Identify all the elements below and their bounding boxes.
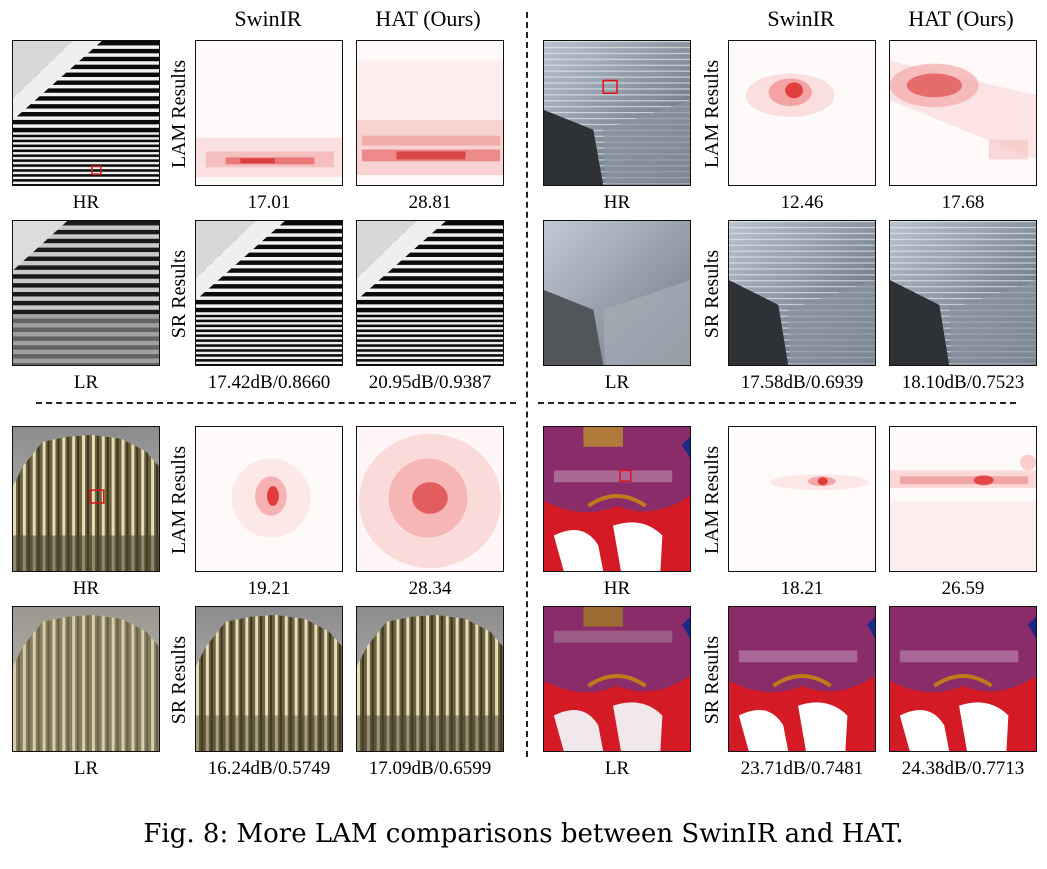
vertical-divider	[526, 12, 528, 757]
sr-metrics-hat-glass-building: 18.10dB/0.7523	[901, 372, 1025, 393]
sr-image-swinir-stripes	[195, 220, 343, 366]
row-label-lam-glass-building: LAM Results	[701, 59, 723, 169]
sr-image-swinir-tower	[195, 606, 343, 752]
lr-image-manga	[543, 606, 691, 752]
sr-metrics-swinir-glass-building: 17.58dB/0.6939	[740, 372, 864, 393]
lr-image-glass-building	[543, 220, 691, 366]
lam-score-swinir-glass-building: 12.46	[780, 192, 824, 213]
lam-score-hat-manga: 26.59	[941, 578, 985, 599]
lam-map-swinir-stripes	[195, 40, 343, 186]
sr-metrics-hat-manga: 24.38dB/0.7713	[901, 758, 1025, 779]
row-label-sr-tower: SR Results	[168, 635, 190, 725]
row-label-sr-glass-building: SR Results	[701, 249, 723, 339]
figure-caption: Fig. 8: More LAM comparisons between Swi…	[143, 819, 904, 849]
row-label-sr-manga: SR Results	[701, 635, 723, 725]
hr-image-manga	[543, 426, 691, 572]
sr-image-hat-glass-building	[889, 220, 1037, 366]
lr-label-tower: LR	[73, 758, 99, 779]
row-label-lam-tower: LAM Results	[168, 445, 190, 555]
sr-image-hat-tower	[356, 606, 504, 752]
header-swinir-right: SwinIR	[767, 6, 835, 31]
row-label-sr-stripes: SR Results	[168, 249, 190, 339]
lam-map-hat-manga	[889, 426, 1037, 572]
header-hat-left: HAT (Ours)	[375, 6, 481, 31]
hr-image-tower	[12, 426, 160, 572]
sr-metrics-swinir-tower: 16.24dB/0.5749	[207, 758, 331, 779]
hr-image-glass-building	[543, 40, 691, 186]
hr-label-stripes: HR	[72, 192, 100, 213]
lr-image-tower	[12, 606, 160, 752]
hr-image-stripes	[12, 40, 160, 186]
sr-image-hat-stripes	[356, 220, 504, 366]
horizontal-divider-right	[538, 402, 1016, 404]
lam-score-swinir-tower: 19.21	[247, 578, 291, 599]
lam-score-hat-glass-building: 17.68	[941, 192, 985, 213]
lam-map-swinir-tower	[195, 426, 343, 572]
hr-label-manga: HR	[603, 578, 631, 599]
lr-label-stripes: LR	[73, 372, 99, 393]
header-swinir-left: SwinIR	[234, 6, 302, 31]
lam-score-swinir-manga: 18.21	[780, 578, 824, 599]
sr-metrics-swinir-manga: 23.71dB/0.7481	[740, 758, 864, 779]
lam-map-hat-stripes	[356, 40, 504, 186]
sr-metrics-hat-stripes: 20.95dB/0.9387	[368, 372, 492, 393]
sr-image-swinir-glass-building	[728, 220, 876, 366]
row-label-lam-manga: LAM Results	[701, 445, 723, 555]
lam-score-swinir-stripes: 17.01	[247, 192, 291, 213]
lam-score-hat-tower: 28.34	[408, 578, 452, 599]
horizontal-divider-left	[36, 402, 516, 404]
lam-map-swinir-manga	[728, 426, 876, 572]
lr-label-manga: LR	[604, 758, 630, 779]
lam-map-hat-glass-building	[889, 40, 1037, 186]
lam-map-swinir-glass-building	[728, 40, 876, 186]
row-label-lam-stripes: LAM Results	[168, 59, 190, 169]
header-hat-right: HAT (Ours)	[908, 6, 1014, 31]
lr-label-glass-building: LR	[604, 372, 630, 393]
lr-image-stripes	[12, 220, 160, 366]
sr-metrics-swinir-stripes: 17.42dB/0.8660	[207, 372, 331, 393]
lam-map-hat-tower	[356, 426, 504, 572]
sr-image-hat-manga	[889, 606, 1037, 752]
lam-score-hat-stripes: 28.81	[408, 192, 452, 213]
hr-label-glass-building: HR	[603, 192, 631, 213]
sr-metrics-hat-tower: 17.09dB/0.6599	[368, 758, 492, 779]
hr-label-tower: HR	[72, 578, 100, 599]
sr-image-swinir-manga	[728, 606, 876, 752]
